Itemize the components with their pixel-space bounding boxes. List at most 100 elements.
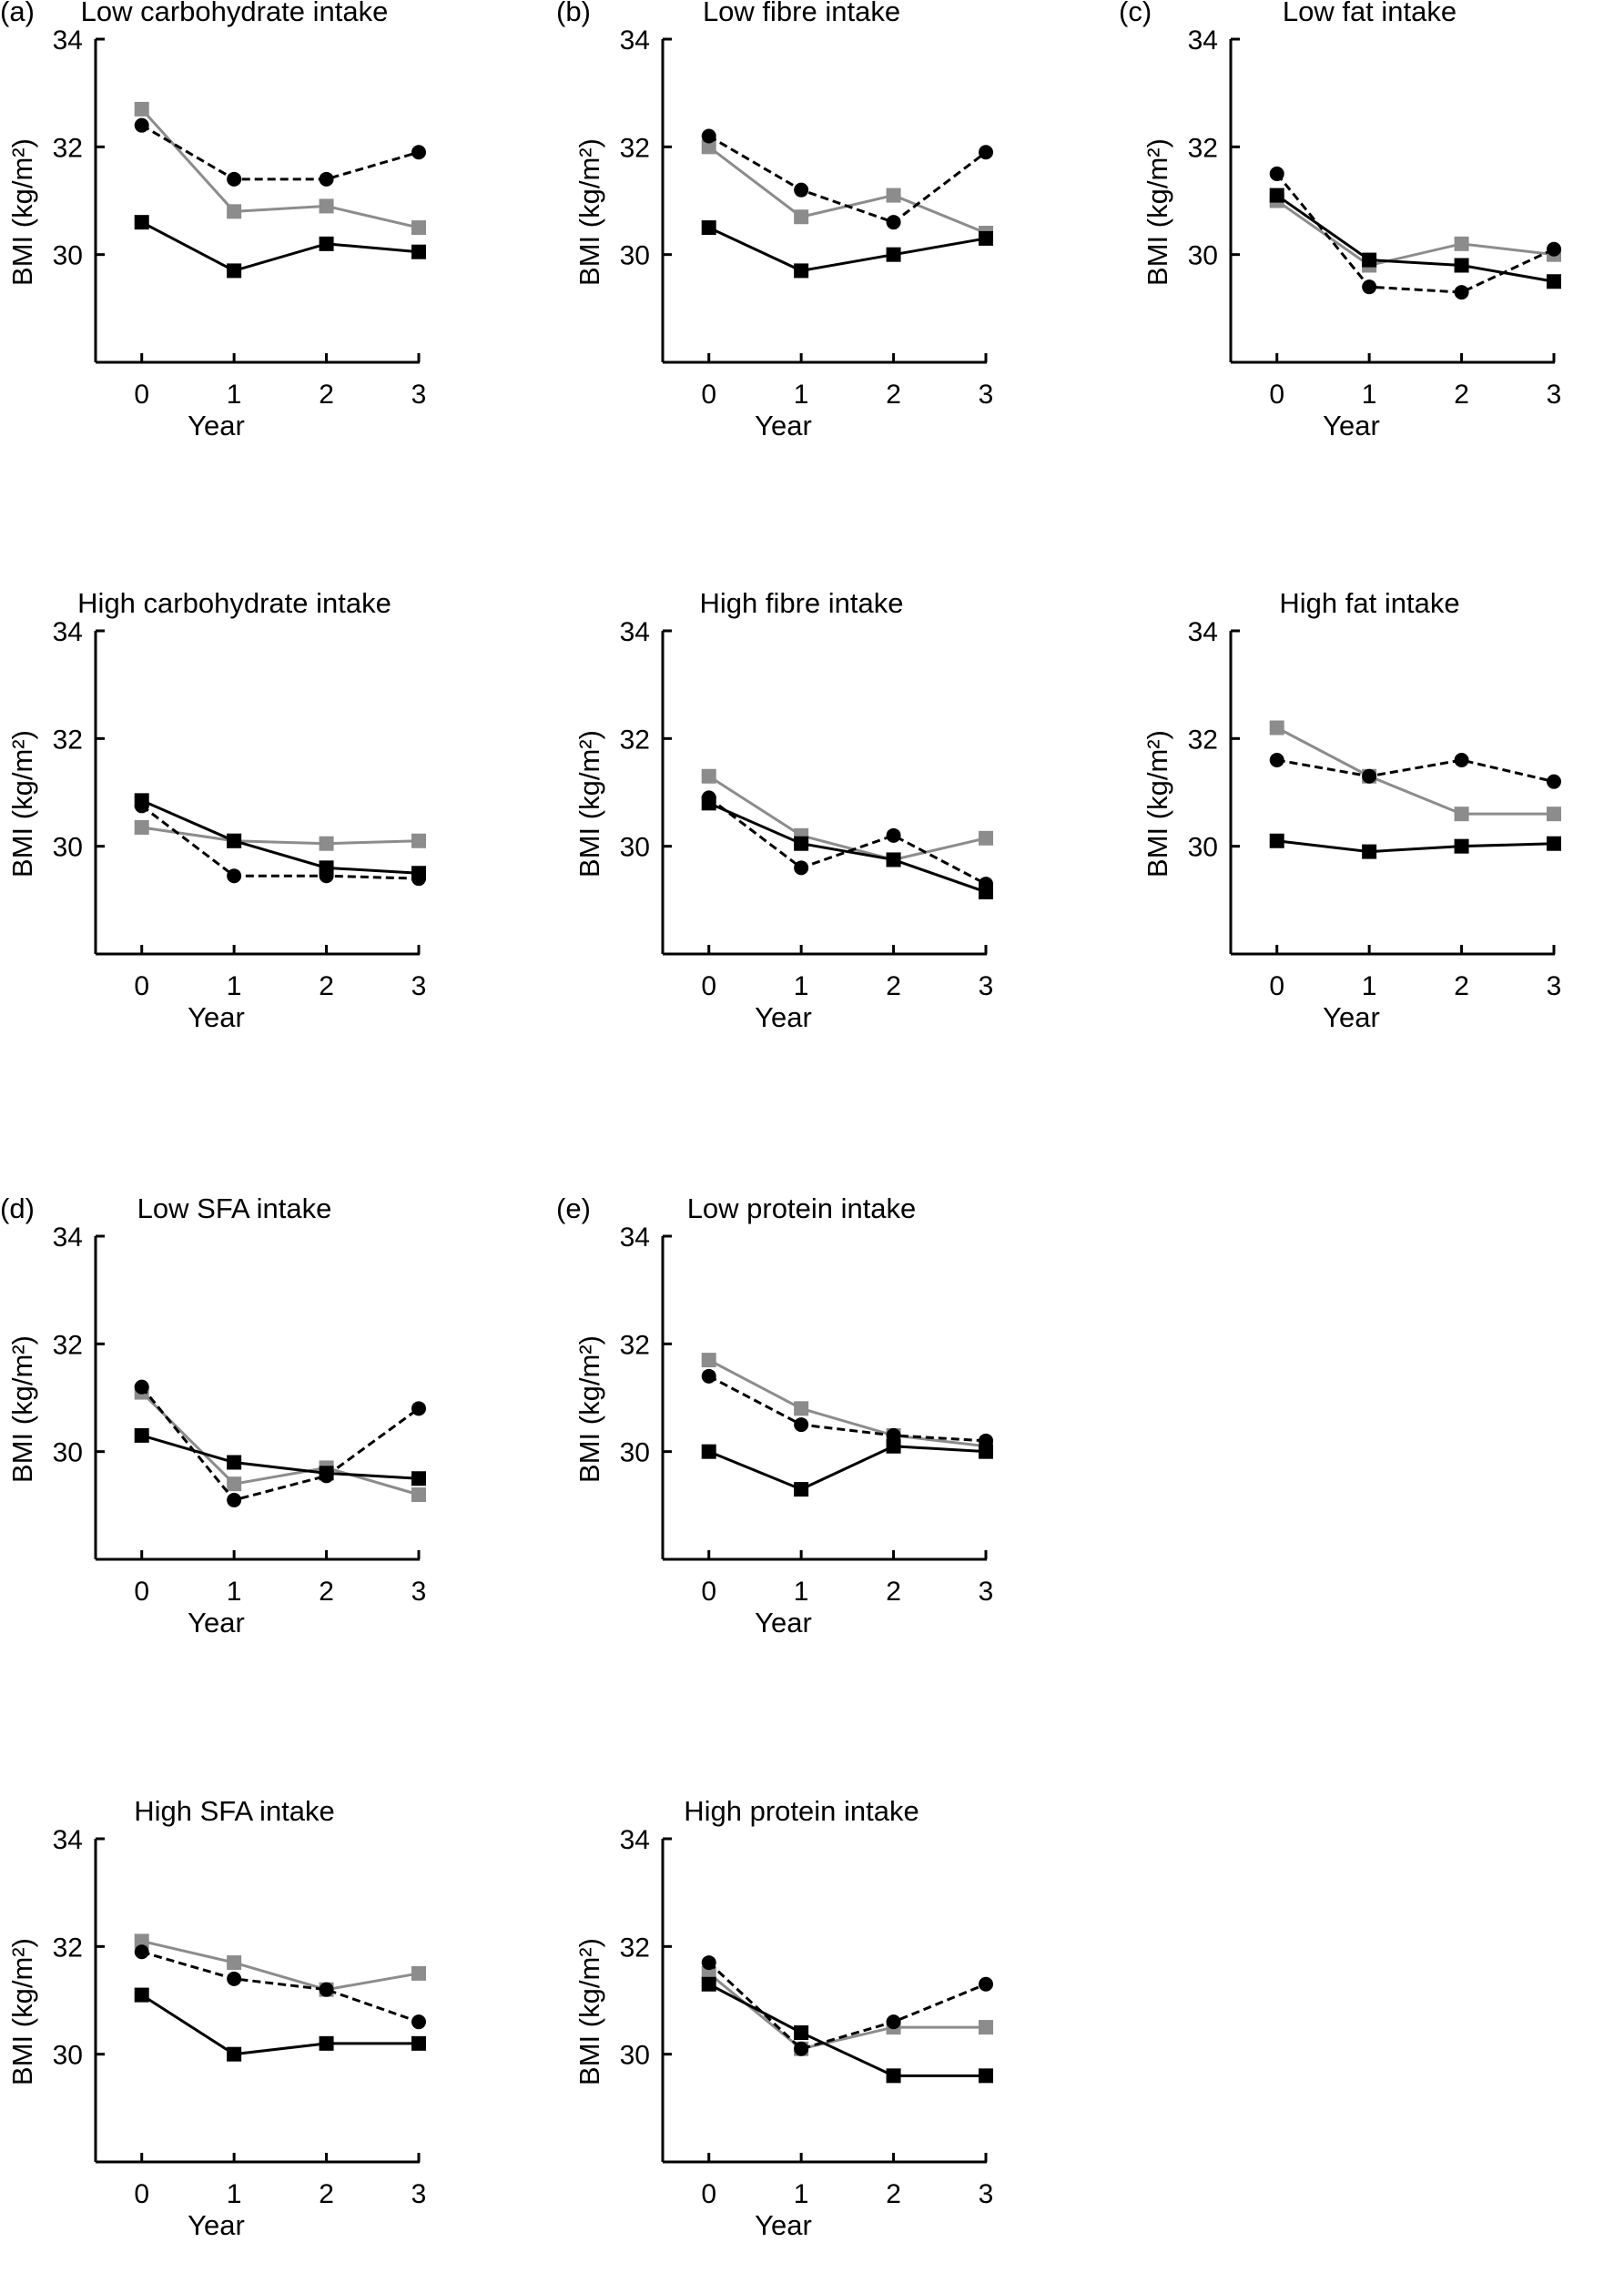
data-point-square <box>1454 258 1469 273</box>
y-tick-label: 34 <box>53 617 83 647</box>
y-axis-label: BMI (kg/m²) <box>573 1938 605 2085</box>
x-tick-label: 3 <box>411 2179 427 2209</box>
data-point-square <box>1269 720 1284 736</box>
y-tick-label: 30 <box>620 2041 650 2071</box>
data-point-square <box>319 836 334 851</box>
data-point-square <box>1454 807 1469 822</box>
data-point-circle <box>319 171 334 187</box>
x-tick-label: 2 <box>319 1577 334 1607</box>
x-tick-label: 0 <box>1269 380 1284 410</box>
x-tick-label: 2 <box>886 1577 901 1607</box>
y-tick-label: 32 <box>53 133 83 163</box>
series-line-black-circle-dashed <box>140 805 420 880</box>
data-point-square <box>794 209 809 225</box>
data-point-square <box>227 204 242 219</box>
series-line-black-square-solid <box>141 799 420 875</box>
data-point-square <box>979 2068 993 2084</box>
panel-title: High SFA intake <box>134 1795 335 1827</box>
x-tick-label: 2 <box>1454 380 1469 410</box>
data-point-square <box>886 2068 901 2084</box>
panel-4: High carbohydrate intake 30 32 34 0 1 2 3 Year BM… <box>6 587 426 1033</box>
data-point-circle <box>227 1492 242 1507</box>
data-point-square <box>886 852 901 867</box>
series-line-black-circle-dashed <box>140 1385 420 1502</box>
data-point-circle <box>134 798 149 814</box>
data-point-square <box>886 188 901 203</box>
data-point-square <box>794 2025 809 2040</box>
data-point-square <box>1362 844 1377 859</box>
y-tick-label: 34 <box>1188 25 1218 56</box>
data-point-square <box>979 230 993 246</box>
data-point-circle <box>319 1982 334 1997</box>
data-point-square <box>1454 838 1469 854</box>
data-point-square <box>1547 807 1561 822</box>
data-point-square <box>227 2046 242 2062</box>
data-point-circle <box>701 790 716 806</box>
y-tick-label: 30 <box>620 241 650 271</box>
series-line-grey-square-solid <box>707 775 987 862</box>
data-point-square <box>411 220 426 236</box>
data-point-square <box>1547 836 1561 851</box>
x-tick-label: 0 <box>701 380 716 410</box>
x-tick-label: 1 <box>227 971 242 1001</box>
data-point-circle <box>411 1401 426 1416</box>
x-tick-label: 1 <box>1362 971 1377 1001</box>
series-line-grey-square-solid <box>708 1358 987 1448</box>
x-tick-label: 0 <box>1269 971 1284 1001</box>
x-tick-label: 2 <box>886 971 901 1001</box>
y-tick-label: 32 <box>53 725 83 755</box>
data-point-circle <box>227 868 242 884</box>
data-point-square <box>411 244 426 259</box>
x-tick-label: 3 <box>1547 971 1562 1001</box>
data-point-square <box>979 1444 993 1459</box>
data-point-square <box>411 1965 426 1981</box>
x-axis-label: Year <box>755 410 812 441</box>
x-axis-label: Year <box>1323 1001 1380 1033</box>
data-point-circle <box>1362 768 1377 784</box>
data-point-circle <box>1454 285 1469 300</box>
data-point-square <box>134 819 149 835</box>
data-point-circle <box>794 1417 809 1433</box>
x-tick-label: 1 <box>227 380 242 410</box>
data-point-square <box>319 198 334 214</box>
data-point-square <box>227 833 242 848</box>
series-line-black-square-solid <box>141 1434 420 1480</box>
panel-title: High carbohydrate intake <box>77 587 391 619</box>
x-tick-label: 2 <box>886 2179 901 2209</box>
data-point-circle <box>1269 166 1284 181</box>
data-point-circle <box>979 877 993 892</box>
x-tick-label: 3 <box>411 380 427 410</box>
y-tick-label: 30 <box>53 2041 83 2071</box>
series-line-grey-square-solid <box>140 107 420 229</box>
x-tick-label: 1 <box>794 1577 809 1607</box>
x-axis-label: Year <box>755 1001 812 1033</box>
panel-7: (d) Low SFA intake 30 32 34 0 1 2 3 Year BMI (kg/m… <box>0 1192 426 1639</box>
data-point-circle <box>319 868 334 884</box>
data-point-circle <box>886 215 901 230</box>
series-line-black-circle-dashed <box>140 124 420 181</box>
data-point-circle <box>701 128 716 144</box>
data-point-square <box>794 263 809 279</box>
data-point-square <box>411 2035 426 2051</box>
x-axis-label: Year <box>1323 410 1380 441</box>
data-point-square <box>794 836 809 851</box>
data-point-square <box>794 1482 809 1497</box>
series-line-grey-square-solid <box>141 826 420 846</box>
y-tick-label: 32 <box>53 1933 83 1963</box>
data-point-circle <box>979 1976 993 1992</box>
data-point-square <box>319 236 334 251</box>
x-axis-label: Year <box>188 1001 245 1033</box>
series-line-grey-square-solid <box>707 1972 986 2051</box>
data-point-square <box>227 1455 242 1470</box>
y-axis-label: BMI (kg/m²) <box>6 138 38 286</box>
x-axis-label: Year <box>755 1607 812 1639</box>
y-axis-label: BMI (kg/m²) <box>6 1938 38 2085</box>
y-tick-label: 34 <box>620 617 650 647</box>
data-point-square <box>411 833 426 848</box>
x-axis-label: Year <box>188 410 245 441</box>
x-tick-label: 3 <box>979 380 994 410</box>
y-axis-label: BMI (kg/m²) <box>1142 138 1173 286</box>
x-tick-label: 1 <box>227 1577 242 1607</box>
data-point-square <box>701 768 716 784</box>
data-point-square <box>794 1401 809 1416</box>
